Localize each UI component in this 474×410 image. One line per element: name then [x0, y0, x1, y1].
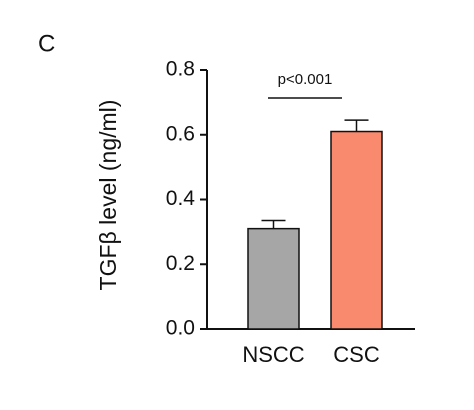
y-tick-label: 0.6: [166, 122, 195, 145]
bar: [330, 130, 383, 330]
x-tick-label: NSCC: [242, 342, 304, 367]
y-tick-label: 0.2: [166, 252, 195, 275]
panel-label: C: [38, 30, 55, 57]
y-axis-label: TGFβ level (ng/ml): [95, 100, 121, 291]
y-tick-label: 0.0: [166, 317, 195, 340]
x-tick-label: CSC: [333, 342, 380, 367]
bar: [247, 227, 300, 330]
y-tick-label: 0.4: [166, 187, 196, 210]
y-tick-label: 0.8: [166, 58, 195, 81]
annotation: p<0.001: [278, 71, 333, 88]
